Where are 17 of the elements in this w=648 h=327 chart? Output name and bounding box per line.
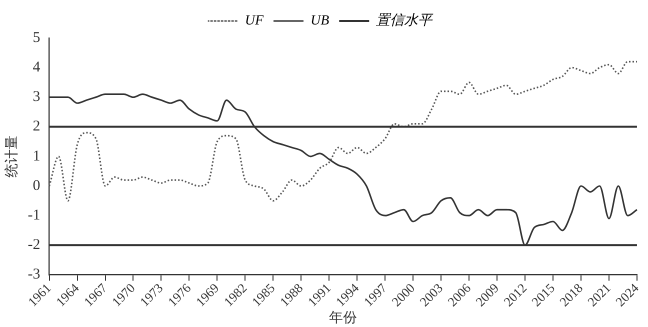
y-tick-label: 5: [32, 30, 40, 46]
legend-label: UB: [310, 14, 330, 29]
y-tick-label: 3: [32, 89, 40, 106]
line-series: [48, 60, 638, 202]
y-tick-label: 0: [32, 178, 40, 194]
x-axis-title: 年份: [329, 310, 358, 326]
y-tick-label: 2: [32, 118, 40, 135]
y-tick-label: 1: [32, 148, 40, 164]
x-tick-label: 1961: [24, 280, 54, 310]
x-tick-label: 1991: [304, 280, 334, 310]
legend-label: 置信水平: [375, 12, 434, 29]
legend-label: UF: [244, 14, 264, 29]
y-tick-label: 4: [32, 60, 41, 76]
y-tick-label: -3: [28, 266, 40, 283]
y-tick-label: -1: [28, 208, 40, 224]
y-tick-label: -2: [28, 237, 40, 254]
y-axis-title: 统计量: [4, 135, 20, 178]
